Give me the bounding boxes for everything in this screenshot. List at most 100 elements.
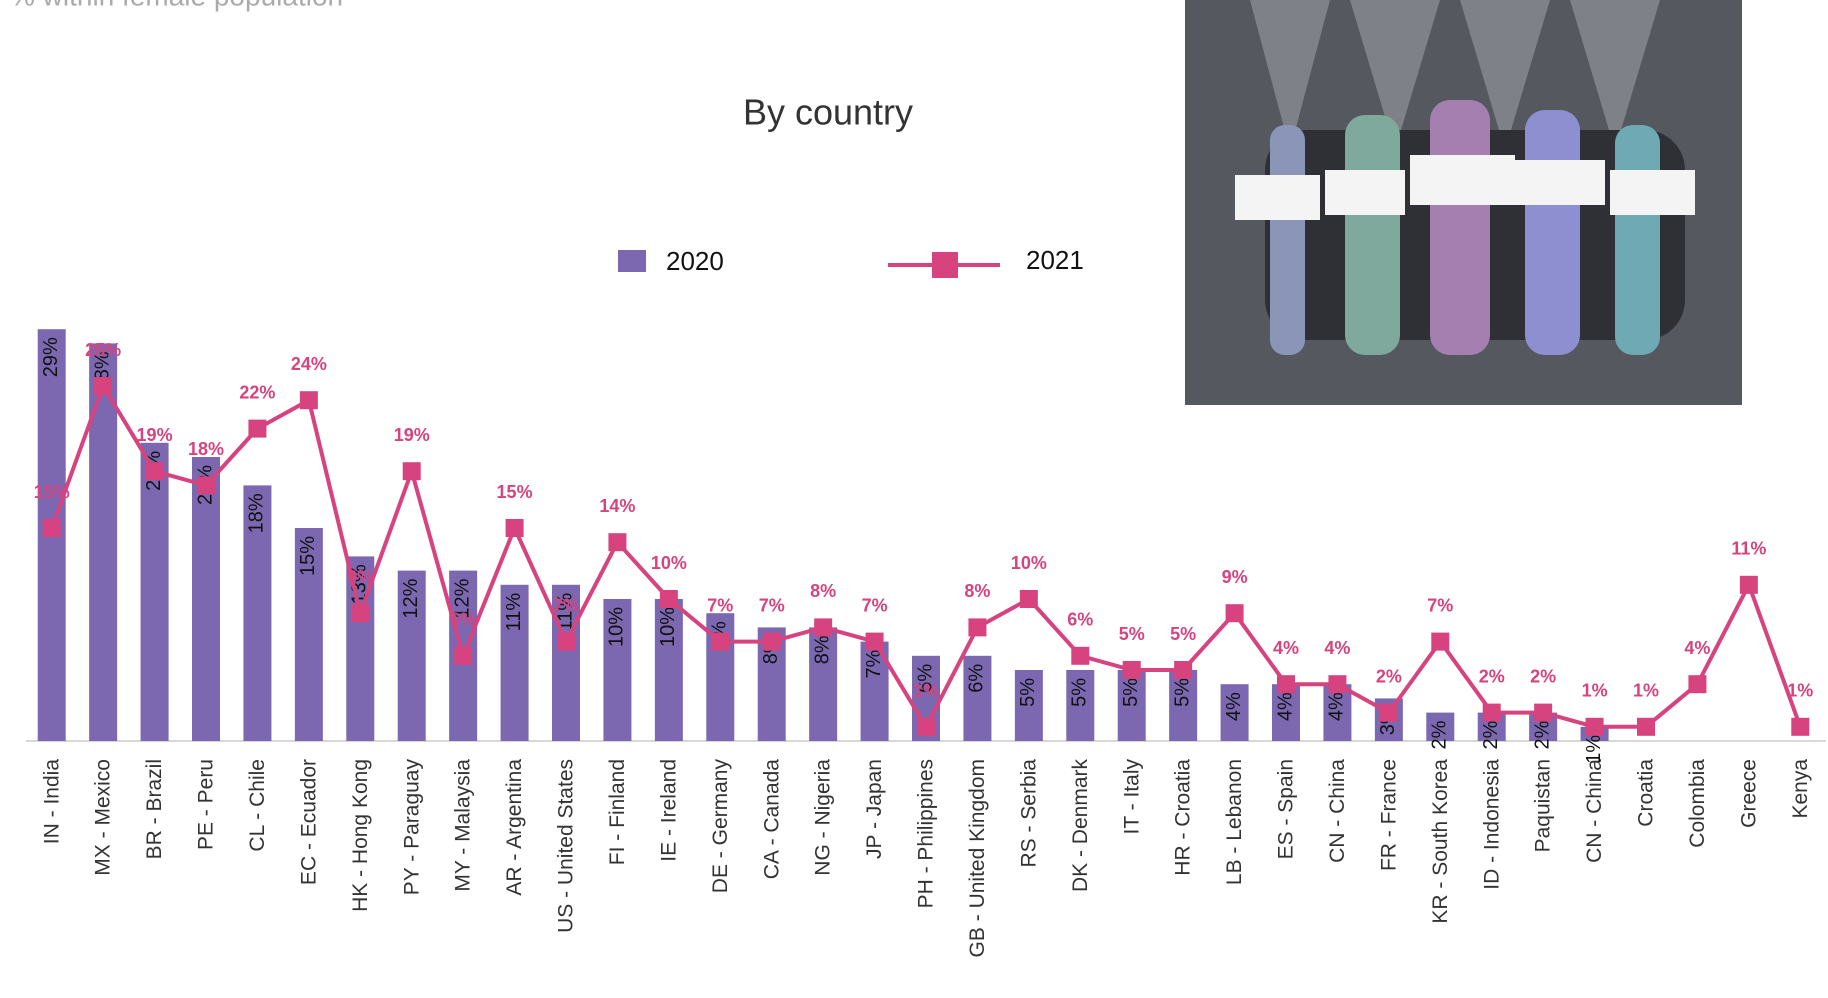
- x-tick-label: CA - Canada: [760, 759, 783, 880]
- line-value-label: 7%: [553, 595, 579, 615]
- bar: [1169, 670, 1198, 741]
- bar: [500, 584, 529, 741]
- line-value-label: 14%: [599, 496, 635, 516]
- line-value-label: 8%: [964, 581, 990, 601]
- line-marker: [94, 377, 113, 395]
- chart-subtitle: % within female population: [10, 0, 343, 11]
- line-marker: [711, 632, 730, 651]
- bar-value-label: 4%: [1223, 692, 1245, 721]
- line-value-label: 15%: [497, 482, 533, 502]
- bar-value-label: 6%: [914, 664, 936, 693]
- x-tick-label: MX - Mexico: [92, 759, 115, 876]
- x-tick-label: EC - Ecuador: [297, 759, 320, 885]
- line-value-label: 7%: [862, 595, 888, 615]
- line-value-label: 9%: [347, 567, 373, 587]
- legend-label: 2021: [1026, 245, 1084, 275]
- legend-swatch: [932, 252, 958, 278]
- x-tick-label: KR - South Korea: [1429, 759, 1452, 924]
- line-marker: [1585, 717, 1604, 736]
- line-value-label: 18%: [188, 439, 224, 459]
- x-tick-label: Colombia: [1686, 759, 1709, 848]
- line-marker: [1174, 661, 1193, 679]
- line-value-label: 11%: [1731, 539, 1766, 559]
- line-value-label: 19%: [137, 425, 173, 445]
- bar-value-label: 6%: [966, 664, 988, 693]
- line-marker: [1431, 632, 1450, 651]
- bar-value-label: 12%: [400, 578, 422, 618]
- bar: [963, 655, 992, 741]
- line-value-label: 6%: [450, 610, 476, 630]
- line-value-label: 10%: [1011, 553, 1047, 573]
- bar: [1117, 670, 1146, 741]
- line-marker: [814, 618, 833, 637]
- line-marker: [1791, 717, 1810, 736]
- x-tick-label: RS - Serbia: [1017, 759, 1040, 868]
- x-tick-label: Kenya: [1789, 759, 1812, 819]
- bar: [397, 570, 426, 741]
- bar-value-label: 11%: [503, 593, 525, 632]
- x-tick-label: MY - Malaysia: [452, 759, 475, 892]
- line-value-label: 2%: [1376, 666, 1402, 686]
- line-marker: [351, 604, 370, 623]
- x-tick-label: ES - Spain: [1275, 759, 1298, 859]
- x-tick-label: US - United States: [555, 759, 578, 933]
- x-tick-label: PY - Paraguay: [400, 759, 423, 896]
- line-value-label: 4%: [1324, 638, 1350, 658]
- line-marker: [248, 419, 267, 438]
- bar: [552, 584, 580, 741]
- x-tick-label: AR - Argentina: [503, 759, 526, 896]
- line-value-label: 9%: [1222, 567, 1248, 587]
- x-tick-label: HK - Hong Kong: [349, 759, 372, 912]
- line-value-label: 1%: [1582, 681, 1608, 701]
- line-value-label: 1%: [913, 681, 939, 701]
- chart-title: By country: [743, 92, 913, 133]
- line-value-label: 5%: [1119, 624, 1145, 644]
- bar: [1014, 670, 1043, 741]
- bar-value-label: 5%: [1120, 678, 1142, 707]
- line-marker: [299, 391, 318, 410]
- line-marker: [1739, 575, 1758, 594]
- line-marker: [1122, 661, 1141, 679]
- legend-label: 2020: [666, 246, 724, 276]
- line-marker: [659, 590, 678, 608]
- line-marker: [1688, 675, 1707, 694]
- bar: [192, 457, 220, 741]
- x-tick-label: PH - Philippines: [915, 759, 938, 908]
- line-marker: [145, 462, 164, 481]
- line-value-label: 2%: [1479, 666, 1505, 686]
- line-value-label: 24%: [291, 354, 327, 374]
- line-value-label: 8%: [810, 581, 836, 601]
- x-tick-label: DK - Denmark: [1069, 759, 1092, 893]
- line-value-label: 1%: [1787, 681, 1813, 701]
- x-tick-label: GB - United Kingdom: [966, 759, 989, 957]
- line-marker: [505, 519, 524, 537]
- bar: [603, 599, 632, 741]
- bar: [1323, 684, 1352, 741]
- line-marker: [197, 476, 215, 495]
- bar-value-label: 7%: [863, 649, 885, 678]
- bar-value-label: 12%: [451, 578, 473, 618]
- line-marker: [917, 717, 935, 736]
- line-value-label: 1%: [1633, 681, 1659, 701]
- line-marker: [762, 632, 781, 651]
- bar-value-label: 4%: [1274, 692, 1296, 721]
- line-marker: [865, 632, 884, 651]
- line-value-label: 7%: [759, 595, 785, 615]
- bar: [1272, 684, 1300, 741]
- bar-value-label: 1%: [1583, 735, 1605, 764]
- x-tick-label: LB - Lebanon: [1223, 759, 1246, 885]
- x-tick-label: CN - China: [1583, 759, 1606, 863]
- x-tick-label: IT - Italy: [1120, 759, 1143, 835]
- line-marker: [1379, 703, 1398, 722]
- bar-value-label: 5%: [1069, 678, 1091, 707]
- bar: [654, 599, 683, 741]
- x-tick-label: Paquistan: [1532, 759, 1555, 852]
- x-tick-label: CN - China: [1326, 759, 1349, 863]
- x-tick-label: FI - Finland: [606, 759, 629, 865]
- line-value-label: 10%: [651, 553, 687, 573]
- x-tick-label: IN - India: [40, 759, 63, 845]
- bar-value-label: 2%: [1429, 720, 1451, 749]
- x-tick-label: PE - Peru: [195, 759, 218, 850]
- line-marker: [402, 462, 421, 481]
